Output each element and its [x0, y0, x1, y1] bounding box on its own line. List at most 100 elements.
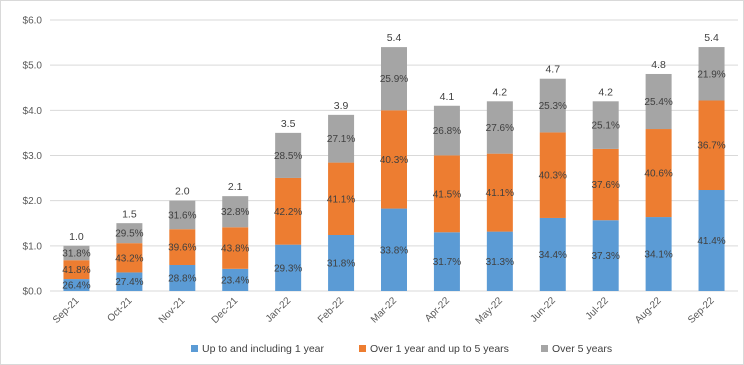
segment-label: 29.5%	[115, 229, 143, 240]
bar-group: 26.4% 41.8% 31.8% 1.0	[62, 231, 90, 292]
segment-label: 28.5%	[274, 151, 302, 162]
total-label: 1.5	[122, 208, 137, 220]
legend-swatch	[359, 345, 366, 352]
x-tick-label: Jan-22	[264, 295, 294, 325]
x-tick-label: Dec-21	[210, 295, 241, 326]
x-tick-label: Oct-21	[106, 295, 135, 324]
bar-segment	[222, 227, 249, 269]
legend-label: Over 1 year and up to 5 years	[370, 343, 509, 355]
segment-label: 41.8%	[62, 265, 90, 276]
total-label: 3.5	[281, 118, 296, 130]
segment-label: 41.1%	[486, 188, 514, 199]
bar-segment	[381, 208, 407, 291]
segment-label: 27.6%	[486, 123, 514, 134]
segment-label: 40.3%	[539, 171, 567, 182]
segment-label: 43.8%	[221, 244, 249, 255]
bar-segment	[486, 231, 513, 291]
x-axis: Sep-21 Oct-21 Nov-21 Dec-21 Jan-22 Feb-22 Mar-…	[51, 295, 717, 327]
bar-segment	[63, 245, 90, 261]
total-label: 4.1	[440, 91, 455, 103]
bar-segment	[222, 196, 249, 228]
bar-group: 31.7% 41.5% 26.8% 4.1	[433, 91, 461, 291]
segment-label: 27.1%	[327, 134, 355, 145]
total-label: 5.4	[704, 32, 719, 44]
x-tick-label: Sep-21	[51, 295, 82, 326]
bar-segment	[116, 223, 143, 244]
segment-label: 37.6%	[592, 180, 620, 191]
bar-segment	[433, 232, 460, 291]
legend: Up to and including 1 year Over 1 year an…	[191, 343, 612, 355]
total-label: 2.1	[228, 181, 243, 193]
bar-segment	[592, 101, 619, 149]
x-tick-label: Jun-22	[528, 295, 558, 325]
bar-segment	[645, 217, 672, 291]
bar-group: 33.8% 40.3% 25.9% 5.4	[380, 32, 408, 291]
segment-label: 40.6%	[644, 169, 672, 180]
total-label: 1.0	[69, 231, 84, 243]
bar-segment	[275, 244, 302, 291]
bar-segment	[116, 272, 143, 291]
bar-group: 31.3% 41.1% 27.6% 4.2	[486, 86, 514, 291]
bar-segment	[63, 279, 90, 291]
bar-group: 29.3% 42.2% 28.5% 3.5	[274, 118, 302, 291]
segment-label: 23.4%	[221, 275, 249, 286]
bar-segment	[592, 220, 619, 291]
bar-segment	[328, 114, 355, 163]
bar-segment	[275, 132, 302, 178]
bar-segment	[539, 132, 566, 218]
bar-segment	[169, 229, 196, 265]
bar-segment	[328, 162, 355, 235]
bar-segment	[486, 101, 513, 154]
bar-segment	[381, 47, 407, 111]
segment-label: 36.7%	[697, 141, 725, 152]
bar-segment	[592, 148, 619, 221]
segment-label: 34.1%	[644, 250, 672, 261]
segment-label: 25.1%	[592, 121, 620, 132]
bar-group: 34.1% 40.6% 25.4% 4.8	[644, 59, 673, 291]
bar-group: 28.8% 39.6% 31.6% 2.0	[168, 186, 197, 291]
segment-label: 31.8%	[327, 258, 355, 269]
segment-label: 25.4%	[644, 97, 672, 108]
bar-segment	[275, 177, 302, 245]
segment-label: 28.8%	[168, 273, 196, 284]
segment-label: 41.4%	[697, 236, 725, 247]
bar-segment	[698, 100, 725, 191]
segment-label: 31.8%	[62, 249, 90, 260]
segment-label: 42.2%	[274, 207, 302, 218]
bar-segment	[433, 155, 460, 233]
x-tick-label: May-22	[474, 295, 506, 327]
segment-label: 37.3%	[592, 251, 620, 262]
segment-label: 21.9%	[697, 69, 725, 80]
segment-label: 39.6%	[168, 243, 196, 254]
segment-label: 26.4%	[62, 281, 90, 292]
bar-segment	[486, 153, 513, 232]
total-label: 3.9	[334, 100, 349, 112]
bar-segment	[222, 268, 249, 291]
y-tick-label: $6.0	[23, 16, 43, 27]
y-tick-label: $1.0	[23, 241, 43, 252]
bar-group: 37.3% 37.6% 25.1% 4.2	[592, 86, 620, 291]
segment-label: 31.3%	[486, 257, 514, 268]
segment-label: 31.7%	[433, 257, 461, 268]
bar-segment	[63, 260, 90, 280]
y-tick-label: $2.0	[23, 196, 43, 207]
bar-segment	[433, 105, 460, 156]
bar-segment	[645, 73, 672, 130]
x-tick-label: Nov-21	[157, 295, 188, 326]
y-tick-label: $3.0	[23, 151, 43, 162]
total-label: 4.2	[493, 86, 508, 98]
total-label: 4.8	[651, 59, 666, 71]
bar-segment	[698, 190, 725, 291]
bar-segment	[169, 200, 196, 230]
segment-label: 34.4%	[539, 250, 567, 261]
bar-group: 31.8% 41.1% 27.1% 3.9	[327, 100, 355, 291]
total-label: 2.0	[175, 186, 190, 198]
segment-label: 41.5%	[433, 189, 461, 200]
y-tick-label: $4.0	[23, 106, 43, 117]
y-axis: $0.0 $1.0 $2.0 $3.0 $4.0 $5.0 $6.0	[23, 16, 43, 298]
x-tick-label: Aug-22	[633, 295, 664, 326]
bar-segment	[539, 78, 566, 133]
segment-label: 29.3%	[274, 263, 302, 274]
segment-label: 27.4%	[115, 277, 143, 288]
